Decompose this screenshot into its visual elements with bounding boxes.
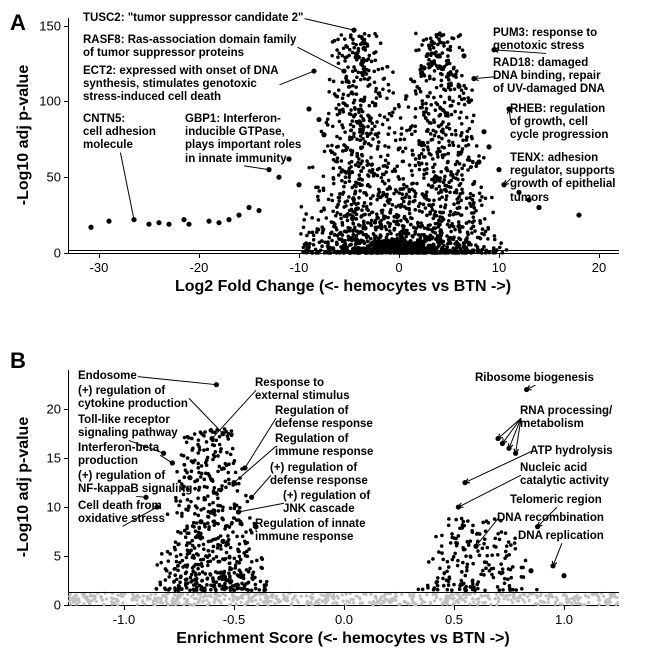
- tick-label: 5: [54, 549, 61, 564]
- annotation-regimm: Regulation ofimmune response: [275, 433, 373, 459]
- tick-label: 50: [47, 170, 61, 185]
- annotation-ect2: ECT2: expressed with onset of DNAsynthes…: [83, 65, 279, 105]
- annotation-dnarep: DNA replication: [518, 530, 604, 543]
- tick-label: 100: [39, 94, 61, 109]
- panel-b-ylabel: -Log10 adj p-value: [15, 417, 33, 557]
- annotation-dnarecomb: DNA recombination: [497, 512, 604, 525]
- annotation-cytokine: (+) regulation ofcytokine production: [78, 385, 188, 411]
- panel-a-xlabel: Log2 Fold Change (<- hemocytes vs BTN ->…: [175, 278, 511, 296]
- tick-label: 0.0: [335, 612, 353, 627]
- figure: A B -30-20-1001020050100150 Log2 Fold Ch…: [0, 0, 655, 665]
- annotation-nfkb: (+) regulation ofNF-kappaB signaling: [78, 470, 192, 496]
- tick-label: -1.0: [113, 612, 135, 627]
- annotation-pum3: PUM3: response togenotoxic stress: [493, 27, 597, 53]
- tick-label: -30: [90, 260, 109, 275]
- tick-label: 10: [47, 500, 61, 515]
- annotation-posdef: (+) regulation ofdefense response: [270, 462, 368, 488]
- annotation-tlr: Toll-like receptorsignaling pathway: [78, 414, 178, 440]
- panel-a-label: A: [10, 10, 26, 36]
- annotation-regdef: Regulation ofdefense response: [275, 405, 373, 431]
- tick-label: 20: [592, 260, 606, 275]
- annotation-rad18: RAD18: damagedDNA binding, repairof UV-d…: [493, 57, 605, 97]
- tick-label: 20: [47, 402, 61, 417]
- annotation-innate: Regulation of innateimmune response: [255, 518, 366, 544]
- annotation-jnk: (+) regulation ofJNK cascade: [283, 490, 370, 516]
- annotation-tusc2: TUSC2: "tumor suppressor candidate 2": [83, 12, 304, 25]
- tick-label: 1.0: [555, 612, 573, 627]
- annotation-cntn5: CNTN5:cell adhesionmolecule: [83, 113, 156, 153]
- tick-label: -0.5: [223, 612, 245, 627]
- annotation-rheb: RHEB: regulationof growth, cellcycle pro…: [510, 103, 608, 143]
- tick-label: 150: [39, 18, 61, 33]
- tick-label: -10: [290, 260, 309, 275]
- tick-label: 0: [395, 260, 402, 275]
- annotation-celldeath: Cell death fromoxidative stress: [78, 500, 165, 526]
- annotation-tenx: TENX: adhesionregulator, supportsgrowth …: [510, 152, 615, 205]
- panel-b-threshold: [69, 592, 619, 593]
- tick-label: 0: [54, 598, 61, 613]
- annotation-telo: Telomeric region: [510, 494, 602, 507]
- annotation-atp: ATP hydrolysis: [530, 445, 613, 458]
- panel-b-xlabel: Enrichment Score (<- hemocytes vs BTN ->…: [176, 630, 509, 648]
- annotation-nucacid: Nucleic acidcatalytic activity: [520, 462, 609, 488]
- annotation-rasf8: RASF8: Ras-association domain familyof t…: [83, 34, 296, 60]
- panel-a-threshold: [69, 250, 619, 251]
- tick-label: 15: [47, 451, 61, 466]
- annotation-gbp1: GBP1: Interferon-inducible GTPase,plays …: [185, 113, 301, 166]
- panel-b-label: B: [10, 348, 26, 374]
- panel-a-ylabel: -Log10 adj p-value: [15, 65, 33, 205]
- tick-label: 0: [54, 246, 61, 261]
- annotation-endosome: Endosome: [78, 370, 137, 383]
- tick-label: 0.5: [445, 612, 463, 627]
- annotation-rna: RNA processing/metabolism: [520, 405, 612, 431]
- annotation-ifnb: Interferon-betaproduction: [78, 442, 159, 468]
- tick-label: 10: [492, 260, 506, 275]
- annotation-ribo: Ribosome biogenesis: [475, 372, 594, 385]
- tick-label: -20: [190, 260, 209, 275]
- annotation-extstim: Response toexternal stimulus: [255, 377, 350, 403]
